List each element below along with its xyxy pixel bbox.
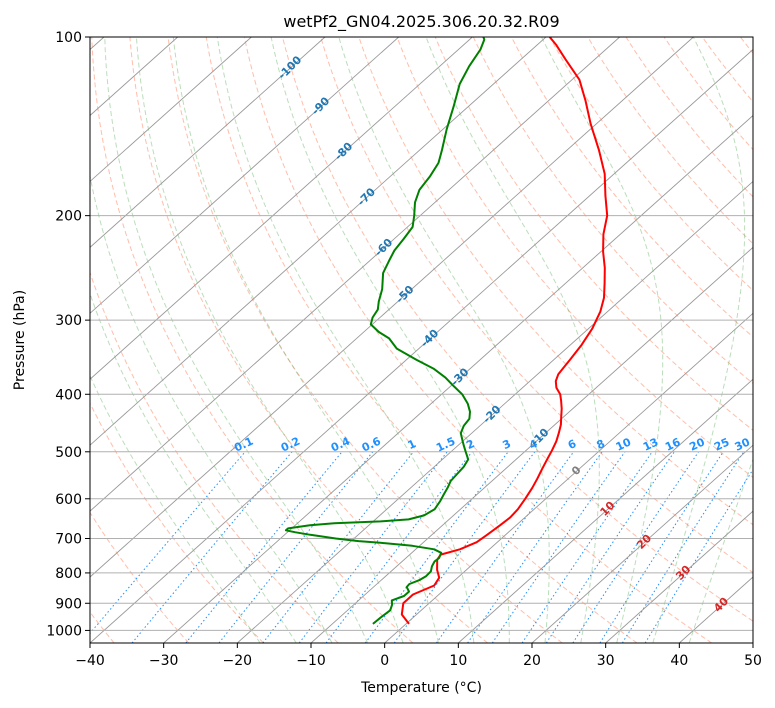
x-tick-label: 40: [670, 653, 688, 669]
y-tick-label: 1000: [46, 623, 82, 639]
x-tick-label: 10: [449, 653, 467, 669]
plot-frame: [89, 36, 754, 644]
dewpoint-profile-line: [284, 37, 486, 625]
moist-adiabat-line: [541, 37, 664, 643]
dry-adiabat-line: [90, 402, 264, 643]
moist-adiabat-line: [90, 173, 333, 643]
x-tick-label: 30: [597, 653, 615, 669]
mixing-ratio-line: [185, 451, 343, 643]
mixing-ratio-line: [218, 451, 374, 643]
x-tick-label: −40: [75, 653, 105, 669]
y-tick-label: 200: [55, 209, 82, 225]
mixing-ratio-line: [621, 451, 745, 643]
y-tick-label: 700: [55, 532, 82, 548]
y-axis-label: Pressure (hPa): [12, 290, 28, 390]
x-tick-label: 20: [523, 653, 541, 669]
isotherm-line: [90, 37, 621, 512]
temperature-profile-line: [400, 37, 609, 625]
dry-adiabat-line: [167, 37, 563, 643]
y-axis: 1000 900 800 700 600 500 400 300 200 100: [46, 30, 90, 639]
mixing-ratio-label: 13: [641, 436, 660, 454]
moist-adiabat-line: [216, 37, 475, 643]
x-tick-label: 50: [744, 653, 762, 669]
y-tick-label: 500: [55, 445, 82, 461]
isotherm-line: [90, 37, 326, 248]
isotherm-line: [605, 510, 753, 643]
mixing-ratio-line: [545, 451, 675, 643]
isotherm-line: [90, 37, 547, 446]
y-tick-label: 300: [55, 313, 82, 329]
isotherm-line: [90, 37, 473, 380]
isotherm-line: [531, 444, 753, 643]
dry-adiabat-line: [205, 37, 638, 643]
mixing-ratio-label: 25: [712, 436, 731, 454]
moist-adiabat-line: [270, 37, 510, 643]
y-tick-label: 900: [55, 596, 82, 612]
isotherm-line: [236, 180, 753, 643]
x-axis-label: Temperature (°C): [360, 680, 482, 696]
dry-adiabat-line: [472, 37, 753, 385]
isotherm-line: [310, 246, 753, 643]
moist-adiabat-line: [688, 457, 753, 643]
isotherm-line: [90, 37, 694, 578]
mixing-ratio-line: [491, 451, 626, 643]
mixing-ratio-line: [325, 451, 473, 643]
dry-adiabat-line: [320, 37, 753, 574]
dry-adiabat-line: [243, 37, 712, 643]
mixing-ratio-label: 30: [733, 435, 753, 453]
dry-adiabat-line: [549, 37, 753, 292]
x-axis: −40 −30 −20 −10 0 10 20 30 40 50: [75, 643, 762, 669]
dry-adiabat-line: [129, 37, 488, 643]
x-tick-label: −10: [296, 653, 326, 669]
x-tick-label: −30: [149, 653, 179, 669]
mixing-ratio-line: [436, 451, 575, 643]
mixing-ratio-label: 10: [614, 435, 634, 453]
moist-adiabat-line: [338, 37, 550, 643]
mixing-ratio-label: 20: [687, 435, 707, 453]
x-tick-label: 0: [380, 653, 389, 669]
moist-adiabat-line: [90, 292, 297, 643]
moist-adiabat-line: [172, 37, 439, 643]
moist-adiabat-line: [652, 37, 746, 643]
pressure-grid: [90, 37, 753, 643]
dry-adiabat-line: [396, 37, 753, 478]
isotherm-line: [384, 312, 753, 643]
background-lines: [90, 37, 753, 643]
mixing-ratio-line: [467, 451, 603, 643]
mixing-ratio-line: [521, 451, 653, 643]
moist-adiabat-line: [104, 37, 369, 643]
y-tick-label: 600: [55, 492, 82, 508]
y-tick-label: 100: [55, 30, 82, 46]
y-tick-label: 800: [55, 566, 82, 582]
moist-adiabat-line: [90, 374, 261, 643]
sounding-series: [284, 37, 609, 625]
mixing-ratio-label: 16: [663, 435, 683, 453]
isotherm-line: [90, 37, 400, 314]
mixing-ratio-line: [364, 451, 509, 643]
dry-adiabat-line: [282, 37, 753, 622]
isotherm-line: [90, 37, 252, 183]
y-tick-label: 400: [55, 387, 82, 403]
x-tick-label: −20: [223, 653, 253, 669]
isotherm-line: [457, 378, 753, 643]
mixing-ratio-line: [572, 451, 700, 643]
isotherm-line: [90, 48, 753, 643]
moist-adiabat-line: [135, 37, 404, 643]
mixing-ratio-line: [599, 451, 724, 643]
isotherm-line: [163, 114, 753, 643]
chart-title: wetPf2_GN04.2025.306.20.32.R09: [283, 12, 559, 32]
